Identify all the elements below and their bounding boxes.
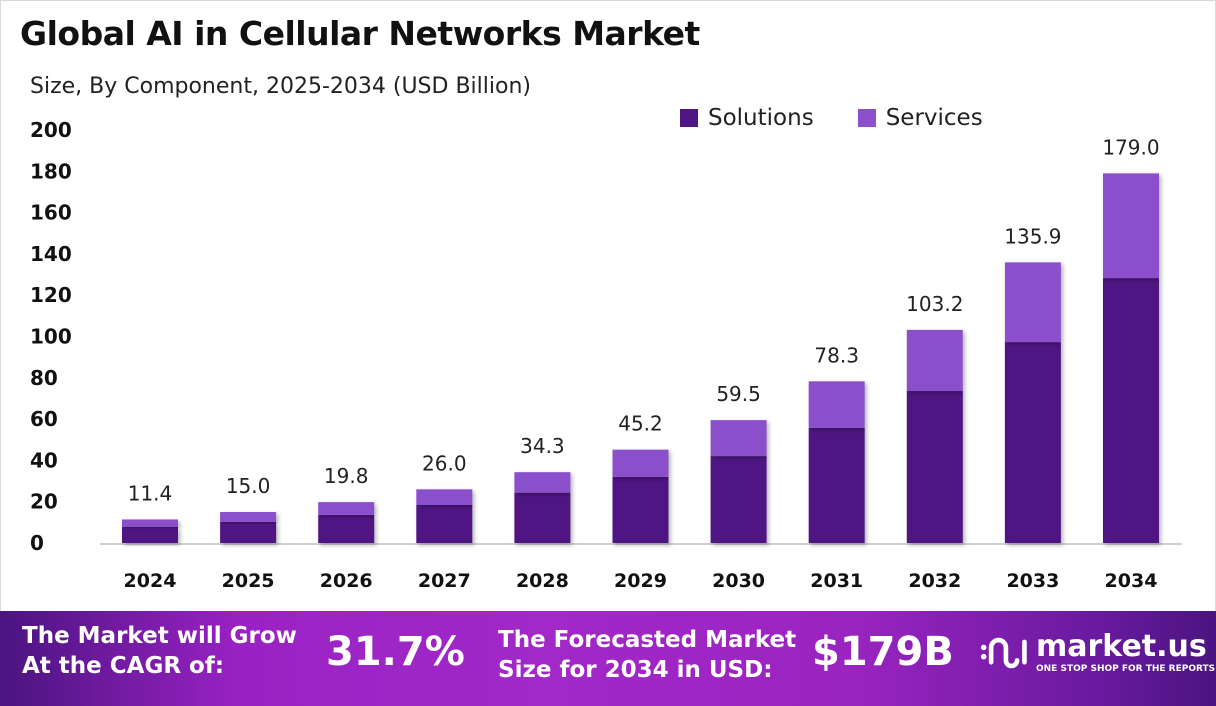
brand-name: market.us: [1036, 629, 1207, 664]
bar-solutions-2031: [808, 427, 865, 543]
y-tick-label: 100: [30, 325, 72, 349]
x-tick-label-2025: 2025: [222, 570, 275, 592]
bar-solutions-2034: [1103, 278, 1159, 543]
bar-services-2031: [808, 381, 865, 428]
bar-services-2034: [1103, 173, 1159, 279]
legend-swatch-solutions: [680, 109, 698, 127]
data-label-2024: 11.4: [128, 481, 173, 505]
bar-services-2032: [906, 329, 963, 392]
y-tick-label: 200: [30, 118, 72, 142]
bar-services-2025: [220, 512, 277, 522]
bar-services-2027: [416, 489, 473, 506]
y-tick-label: 0: [30, 531, 44, 555]
data-label-2028: 34.3: [520, 434, 565, 458]
cagr-label-line1: The Market will Grow: [22, 623, 297, 649]
brand-tagline: ONE STOP SHOP FOR THE REPORTS: [1036, 664, 1216, 674]
data-label-2030: 59.5: [716, 382, 761, 406]
bar-solutions-2025: [220, 521, 277, 543]
bar-services-2030: [710, 420, 767, 457]
data-label-2033: 135.9: [1004, 224, 1061, 248]
forecast-label-line2: Size for 2034 in USD:: [498, 657, 773, 683]
cagr-label-line2: At the CAGR of:: [22, 653, 225, 679]
bar-solutions-2026: [318, 514, 375, 543]
cagr-value: 31.7%: [326, 629, 465, 675]
y-tick-label: 80: [30, 366, 58, 390]
x-tick-label-2034: 2034: [1105, 570, 1158, 592]
bar-services-2033: [1004, 262, 1061, 343]
bar-solutions-2033: [1004, 342, 1061, 543]
data-label-2032: 103.2: [906, 292, 963, 316]
x-tick-label-2032: 2032: [908, 570, 961, 592]
bar-chart: 0 20 40 60 80 100 120 140 160 180 200 11.4 2024 15.0 2…: [30, 118, 1182, 592]
data-label-2027: 26.0: [422, 451, 467, 475]
legend: Solutions Services: [680, 105, 983, 131]
y-tick-label: 20: [30, 490, 58, 514]
data-label-2034: 179.0: [1102, 135, 1159, 159]
legend-item-services: Services: [857, 105, 983, 131]
x-tick-label-2029: 2029: [614, 570, 667, 592]
x-tick-label-2030: 2030: [712, 570, 765, 592]
bar-solutions-2030: [710, 456, 767, 543]
bar-solutions-2024: [122, 526, 178, 543]
bar-solutions-2032: [906, 391, 963, 543]
x-tick-label-2033: 2033: [1006, 570, 1059, 592]
bar-services-2024: [122, 519, 178, 527]
y-tick-label: 180: [30, 159, 72, 183]
chart-title: Global AI in Cellular Networks Market: [20, 14, 700, 53]
y-tick-label: 140: [30, 242, 72, 266]
legend-label-services: Services: [885, 105, 983, 131]
forecast-label: The Forecasted Market Size for 2034 in U…: [498, 625, 796, 685]
market-us-logo: market.us ONE STOP SHOP FOR THE REPORTS: [980, 631, 1215, 675]
data-label-2031: 78.3: [814, 343, 859, 367]
x-tick-label-2026: 2026: [320, 570, 373, 592]
data-label-2029: 45.2: [618, 412, 663, 436]
bar-services-2028: [514, 472, 571, 493]
x-tick-label-2028: 2028: [516, 570, 569, 592]
y-tick-label: 60: [30, 407, 58, 431]
bar-solutions-2028: [514, 492, 571, 543]
bar-services-2026: [318, 502, 375, 515]
data-label-2025: 15.0: [226, 474, 271, 498]
chart-subtitle: Size, By Component, 2025-2034 (USD Billi…: [30, 74, 531, 99]
x-tick-label-2024: 2024: [124, 570, 177, 592]
y-tick-label: 40: [30, 448, 58, 472]
legend-swatch-services: [857, 109, 876, 127]
legend-item-solutions: Solutions: [680, 105, 814, 131]
y-tick-label: 120: [30, 283, 72, 307]
cagr-label: The Market will Grow At the CAGR of:: [22, 621, 297, 681]
forecast-value: $179B: [812, 629, 954, 675]
bar-services-2029: [612, 449, 669, 477]
footer-banner: The Market will Grow At the CAGR of: 31.…: [0, 611, 1216, 706]
data-label-2026: 19.8: [324, 464, 369, 488]
y-tick-label: 160: [30, 201, 72, 225]
x-tick-label-2027: 2027: [418, 570, 471, 592]
bar-solutions-2029: [612, 476, 669, 543]
legend-label-solutions: Solutions: [708, 105, 814, 131]
bar-solutions-2027: [416, 505, 473, 543]
forecast-label-line1: The Forecasted Market: [498, 627, 797, 653]
logo-icon: [980, 637, 1027, 669]
x-tick-label-2031: 2031: [810, 570, 863, 592]
